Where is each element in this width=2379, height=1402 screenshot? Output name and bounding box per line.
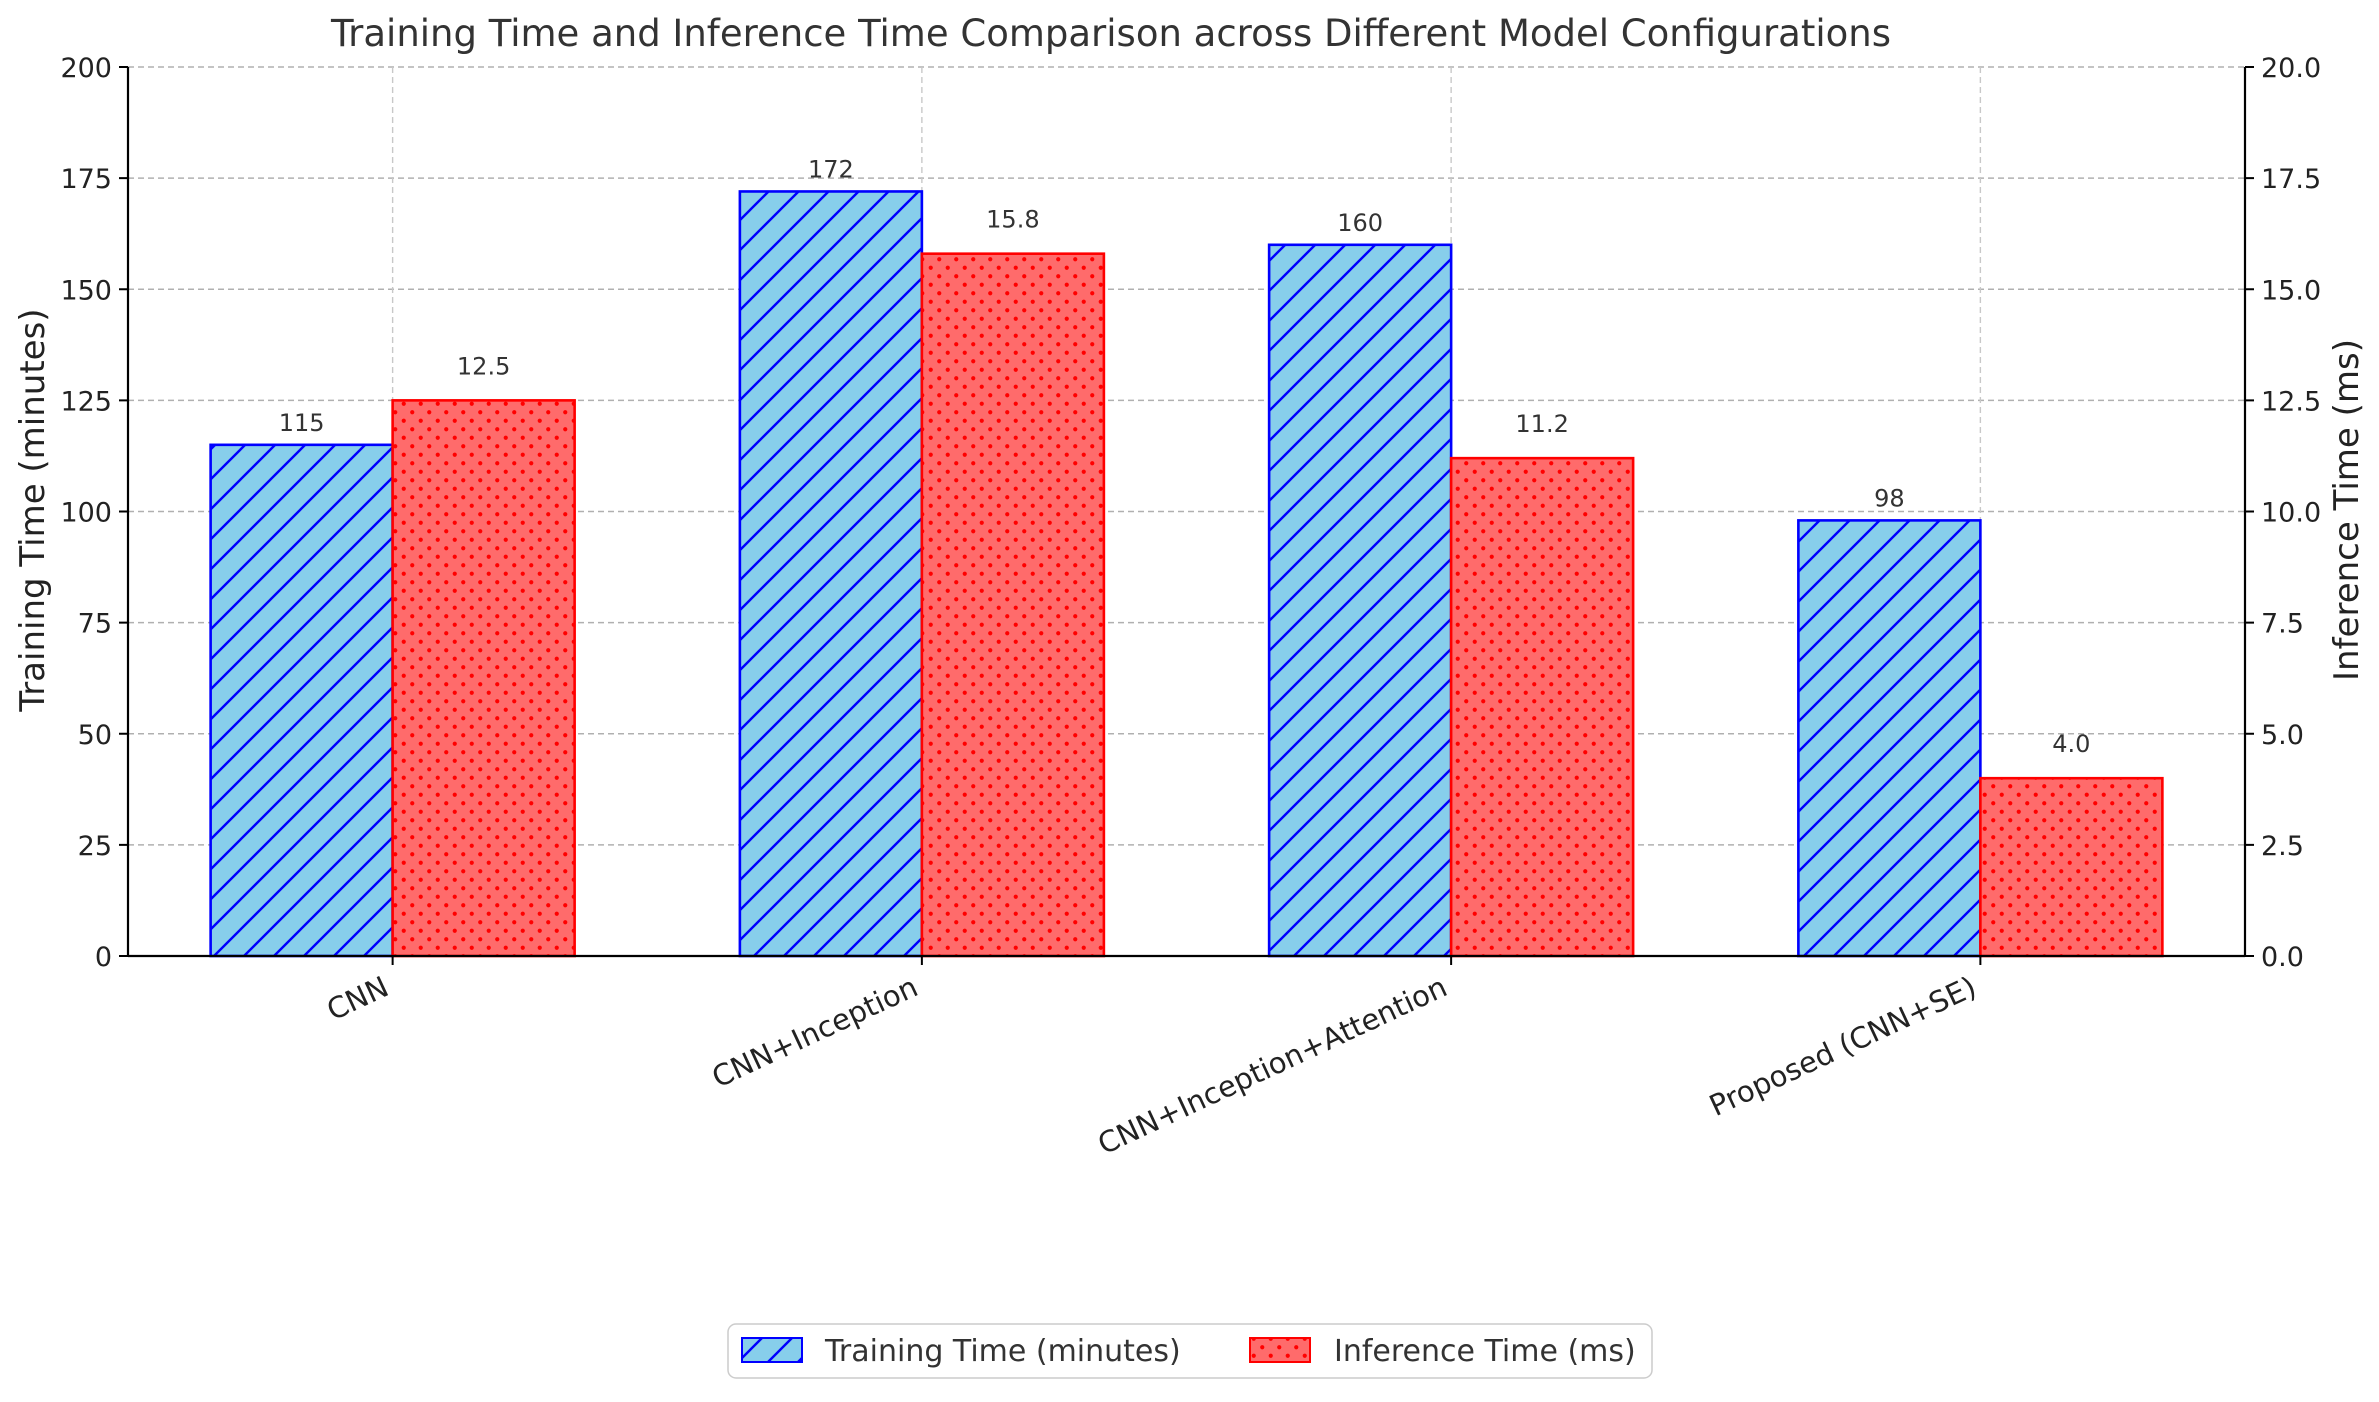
data-label-training: 115	[279, 409, 325, 437]
bar-inference-time	[1979, 776, 2164, 958]
legend-swatch-training	[741, 1337, 803, 1363]
y-axis-right-tick-label: 7.5	[2261, 609, 2304, 640]
y-axis-left-tick-label: 175	[60, 164, 112, 195]
y-axis-left-tick-label: 125	[60, 386, 112, 417]
legend-label-inference: Inference Time (ms)	[1334, 1334, 1636, 1369]
x-axis-tick-label: CNN+Inception+Attention	[1093, 970, 1452, 1162]
y-axis-left-tick-label: 0	[95, 942, 112, 973]
bar-value-labels: 115 12.5 172 15.8 160 11.2 98 4.0	[279, 155, 2091, 758]
y-axis-right-label: Inference Time (ms)	[2327, 339, 2367, 681]
bar-training-time	[209, 443, 394, 958]
data-label-training: 98	[1874, 484, 1905, 512]
y-axis-left-label: Training Time (minutes)	[13, 308, 53, 712]
data-label-training: 172	[808, 155, 854, 183]
y-axis-right-tick-label: 0.0	[2261, 942, 2304, 973]
legend-label-training: Training Time (minutes)	[824, 1334, 1181, 1369]
bar-training-time	[1797, 519, 1982, 958]
y-axis-left-tick-label: 25	[78, 831, 112, 862]
data-label-inference: 11.2	[1515, 410, 1568, 438]
legend: Training Time (minutes) Inference Time (…	[727, 1323, 1653, 1379]
y-axis-left-tick-label: 50	[78, 720, 112, 751]
x-axis-tick-label: Proposed (CNN+SE)	[1704, 970, 1981, 1123]
bar-inference-time	[1449, 456, 1635, 958]
legend-swatch-inference	[1249, 1337, 1311, 1363]
y-axis-left-tick-label: 100	[60, 498, 112, 529]
bar-inference-time	[920, 252, 1106, 958]
y-axis-left-tick-label: 200	[60, 53, 112, 84]
x-axis-tick-label: CNN+Inception	[707, 970, 923, 1095]
data-label-inference: 4.0	[2052, 730, 2090, 758]
x-axis-tick-label: CNN	[322, 970, 394, 1028]
data-label-inference: 15.8	[986, 206, 1039, 234]
y-axis-right-tick-label: 20.0	[2261, 53, 2321, 84]
y-axis-right-tick-label: 10.0	[2261, 498, 2321, 529]
y-axis-left-tick-label: 150	[60, 275, 112, 306]
y-axis-left-tick-label: 75	[78, 609, 112, 640]
legend-frame	[727, 1323, 1653, 1379]
y-axis-right-tick-label: 12.5	[2261, 386, 2321, 417]
data-label-training: 160	[1337, 209, 1383, 237]
y-axis-right-tick-label: 17.5	[2261, 164, 2321, 195]
bar-inference-time	[391, 399, 576, 958]
bars-group	[209, 190, 2164, 958]
y-axis-right-tick-label: 15.0	[2261, 275, 2321, 306]
data-label-inference: 12.5	[457, 352, 510, 380]
bar-training-time	[1267, 243, 1453, 958]
y-axis-right-tick-label: 5.0	[2261, 720, 2304, 751]
bar-training-time	[738, 190, 924, 958]
y-axis-right-tick-label: 2.5	[2261, 831, 2304, 862]
chart-title: Training Time and Inference Time Compari…	[330, 12, 1891, 55]
